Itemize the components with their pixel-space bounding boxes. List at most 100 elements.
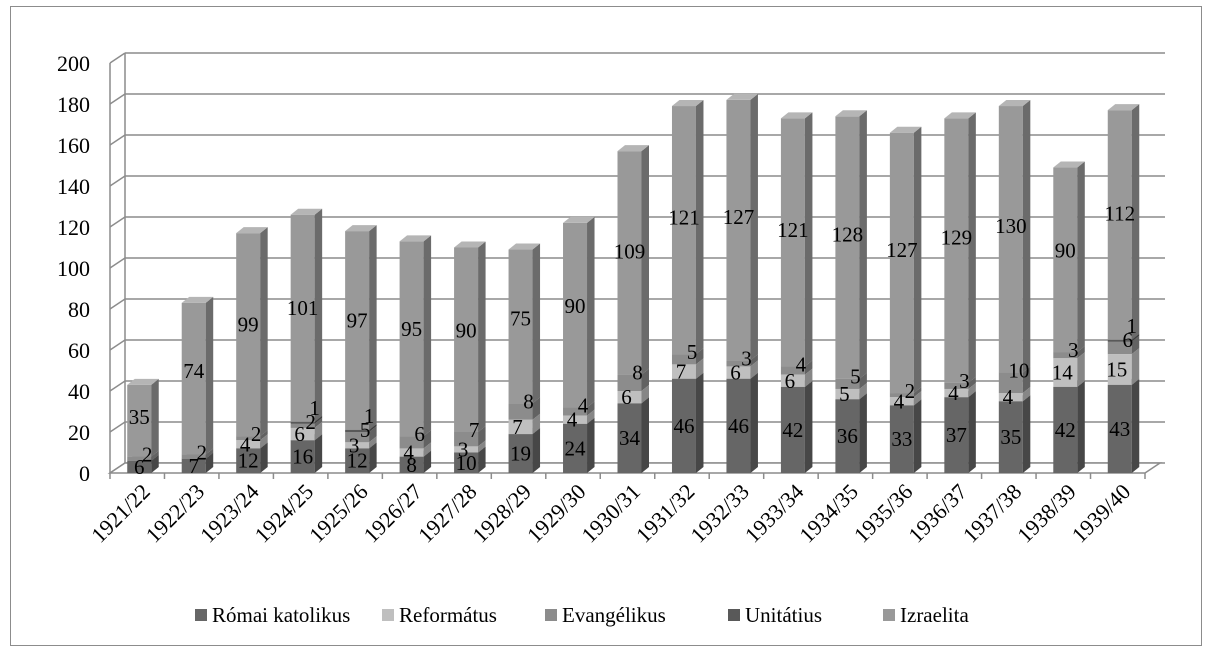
bar-face (671, 378, 696, 473)
x-tick-label: 1933/34 (740, 479, 809, 548)
data-label: 8 (406, 453, 417, 477)
legend-item: Római katolikus (195, 603, 350, 627)
y-tick-label: 140 (57, 174, 90, 199)
bar-side (314, 208, 323, 422)
bar-side (750, 93, 758, 361)
bar-face (944, 118, 969, 383)
bar-face (1107, 339, 1132, 342)
bar-side (587, 409, 595, 424)
bar-side (641, 368, 649, 391)
bar-side (423, 235, 432, 437)
bar-side (532, 413, 541, 435)
bar-side (314, 415, 323, 424)
x-tick-label: 1922/23 (141, 479, 210, 548)
data-label: 35 (1000, 425, 1021, 449)
gridline-side (109, 380, 126, 392)
bar-segment (127, 378, 159, 457)
bar-face (127, 460, 152, 473)
bar-side (750, 354, 758, 367)
bar-face (889, 405, 914, 473)
bar-side (478, 426, 486, 447)
x-tick-label: 1924/25 (250, 479, 319, 548)
data-label: 5 (850, 365, 861, 389)
bar-top (181, 296, 214, 303)
bar-face (508, 419, 533, 435)
bar-side (913, 399, 922, 473)
bar-face (1107, 341, 1132, 355)
bar-side (1131, 348, 1140, 385)
data-label: 4 (894, 389, 905, 413)
data-label: 42 (1055, 418, 1076, 442)
data-label: 74 (183, 359, 205, 383)
data-label: 1 (309, 396, 320, 420)
gridline-side (109, 298, 126, 310)
bar-face (671, 106, 696, 355)
data-label: 35 (129, 405, 150, 429)
data-label: 3 (741, 346, 752, 370)
bar-face (889, 397, 914, 406)
bar-side (1022, 395, 1031, 473)
bar-segment (399, 235, 432, 437)
y-tick-label: 80 (68, 297, 90, 322)
y-tick-label: 100 (57, 256, 90, 281)
bar-side (1131, 335, 1140, 355)
bar-side (205, 452, 214, 473)
data-label: 5 (839, 382, 850, 406)
bar-side (1077, 380, 1085, 473)
bar-face (399, 436, 424, 449)
bar-face (835, 388, 860, 400)
bar-side (968, 382, 976, 398)
data-label: 4 (567, 408, 578, 432)
bar-top (399, 235, 432, 242)
bar-face (181, 454, 206, 459)
gridline-side (109, 421, 126, 433)
bar-segment (1107, 104, 1140, 340)
bar-segment (889, 126, 922, 394)
bar-face (671, 364, 696, 379)
x-tick-label: 1931/32 (631, 479, 700, 548)
data-label: 127 (886, 238, 918, 262)
bar-side (151, 450, 159, 461)
legend-label: Evangélikus (562, 603, 666, 627)
y-tick-label: 20 (68, 420, 90, 445)
bar-segment (1053, 380, 1085, 473)
x-tick-label: 1926/27 (358, 479, 427, 548)
bar-top (454, 241, 486, 248)
data-label: 95 (401, 317, 422, 341)
bar-face (998, 393, 1023, 402)
data-label: 75 (510, 307, 531, 331)
bar-face (399, 456, 424, 473)
data-label: 37 (946, 423, 967, 447)
bar-face (835, 399, 860, 473)
bar-side (478, 440, 486, 453)
bar-segment (563, 417, 595, 473)
data-label: 4 (1003, 385, 1014, 409)
data-label: 2 (251, 422, 262, 446)
bar-face (236, 436, 261, 441)
x-tick-label: 1928/29 (467, 479, 536, 548)
data-label: 10 (456, 451, 477, 475)
legend-swatch (382, 609, 394, 621)
bar-side (423, 430, 432, 449)
bar-side (369, 442, 377, 473)
bar-segment (454, 241, 486, 432)
bar-segment (236, 227, 268, 437)
data-label: 16 (292, 445, 313, 469)
bar-top (617, 145, 649, 152)
bar-side (587, 216, 595, 408)
y-tick-label: 0 (79, 461, 90, 486)
bar-segment (1053, 161, 1085, 353)
data-label: 3 (458, 437, 469, 461)
legend-label: Római katolikus (212, 603, 350, 627)
bar-side (151, 378, 159, 457)
bar-side (260, 430, 268, 441)
data-label: 36 (837, 424, 858, 448)
data-label: 121 (777, 218, 809, 242)
bar-segment (671, 100, 704, 355)
bar-side (369, 426, 377, 443)
bar-face (345, 448, 370, 473)
bar-side (859, 372, 867, 389)
data-label: 2 (905, 379, 916, 403)
bar-top (835, 110, 867, 117)
data-label: 112 (1104, 201, 1135, 225)
